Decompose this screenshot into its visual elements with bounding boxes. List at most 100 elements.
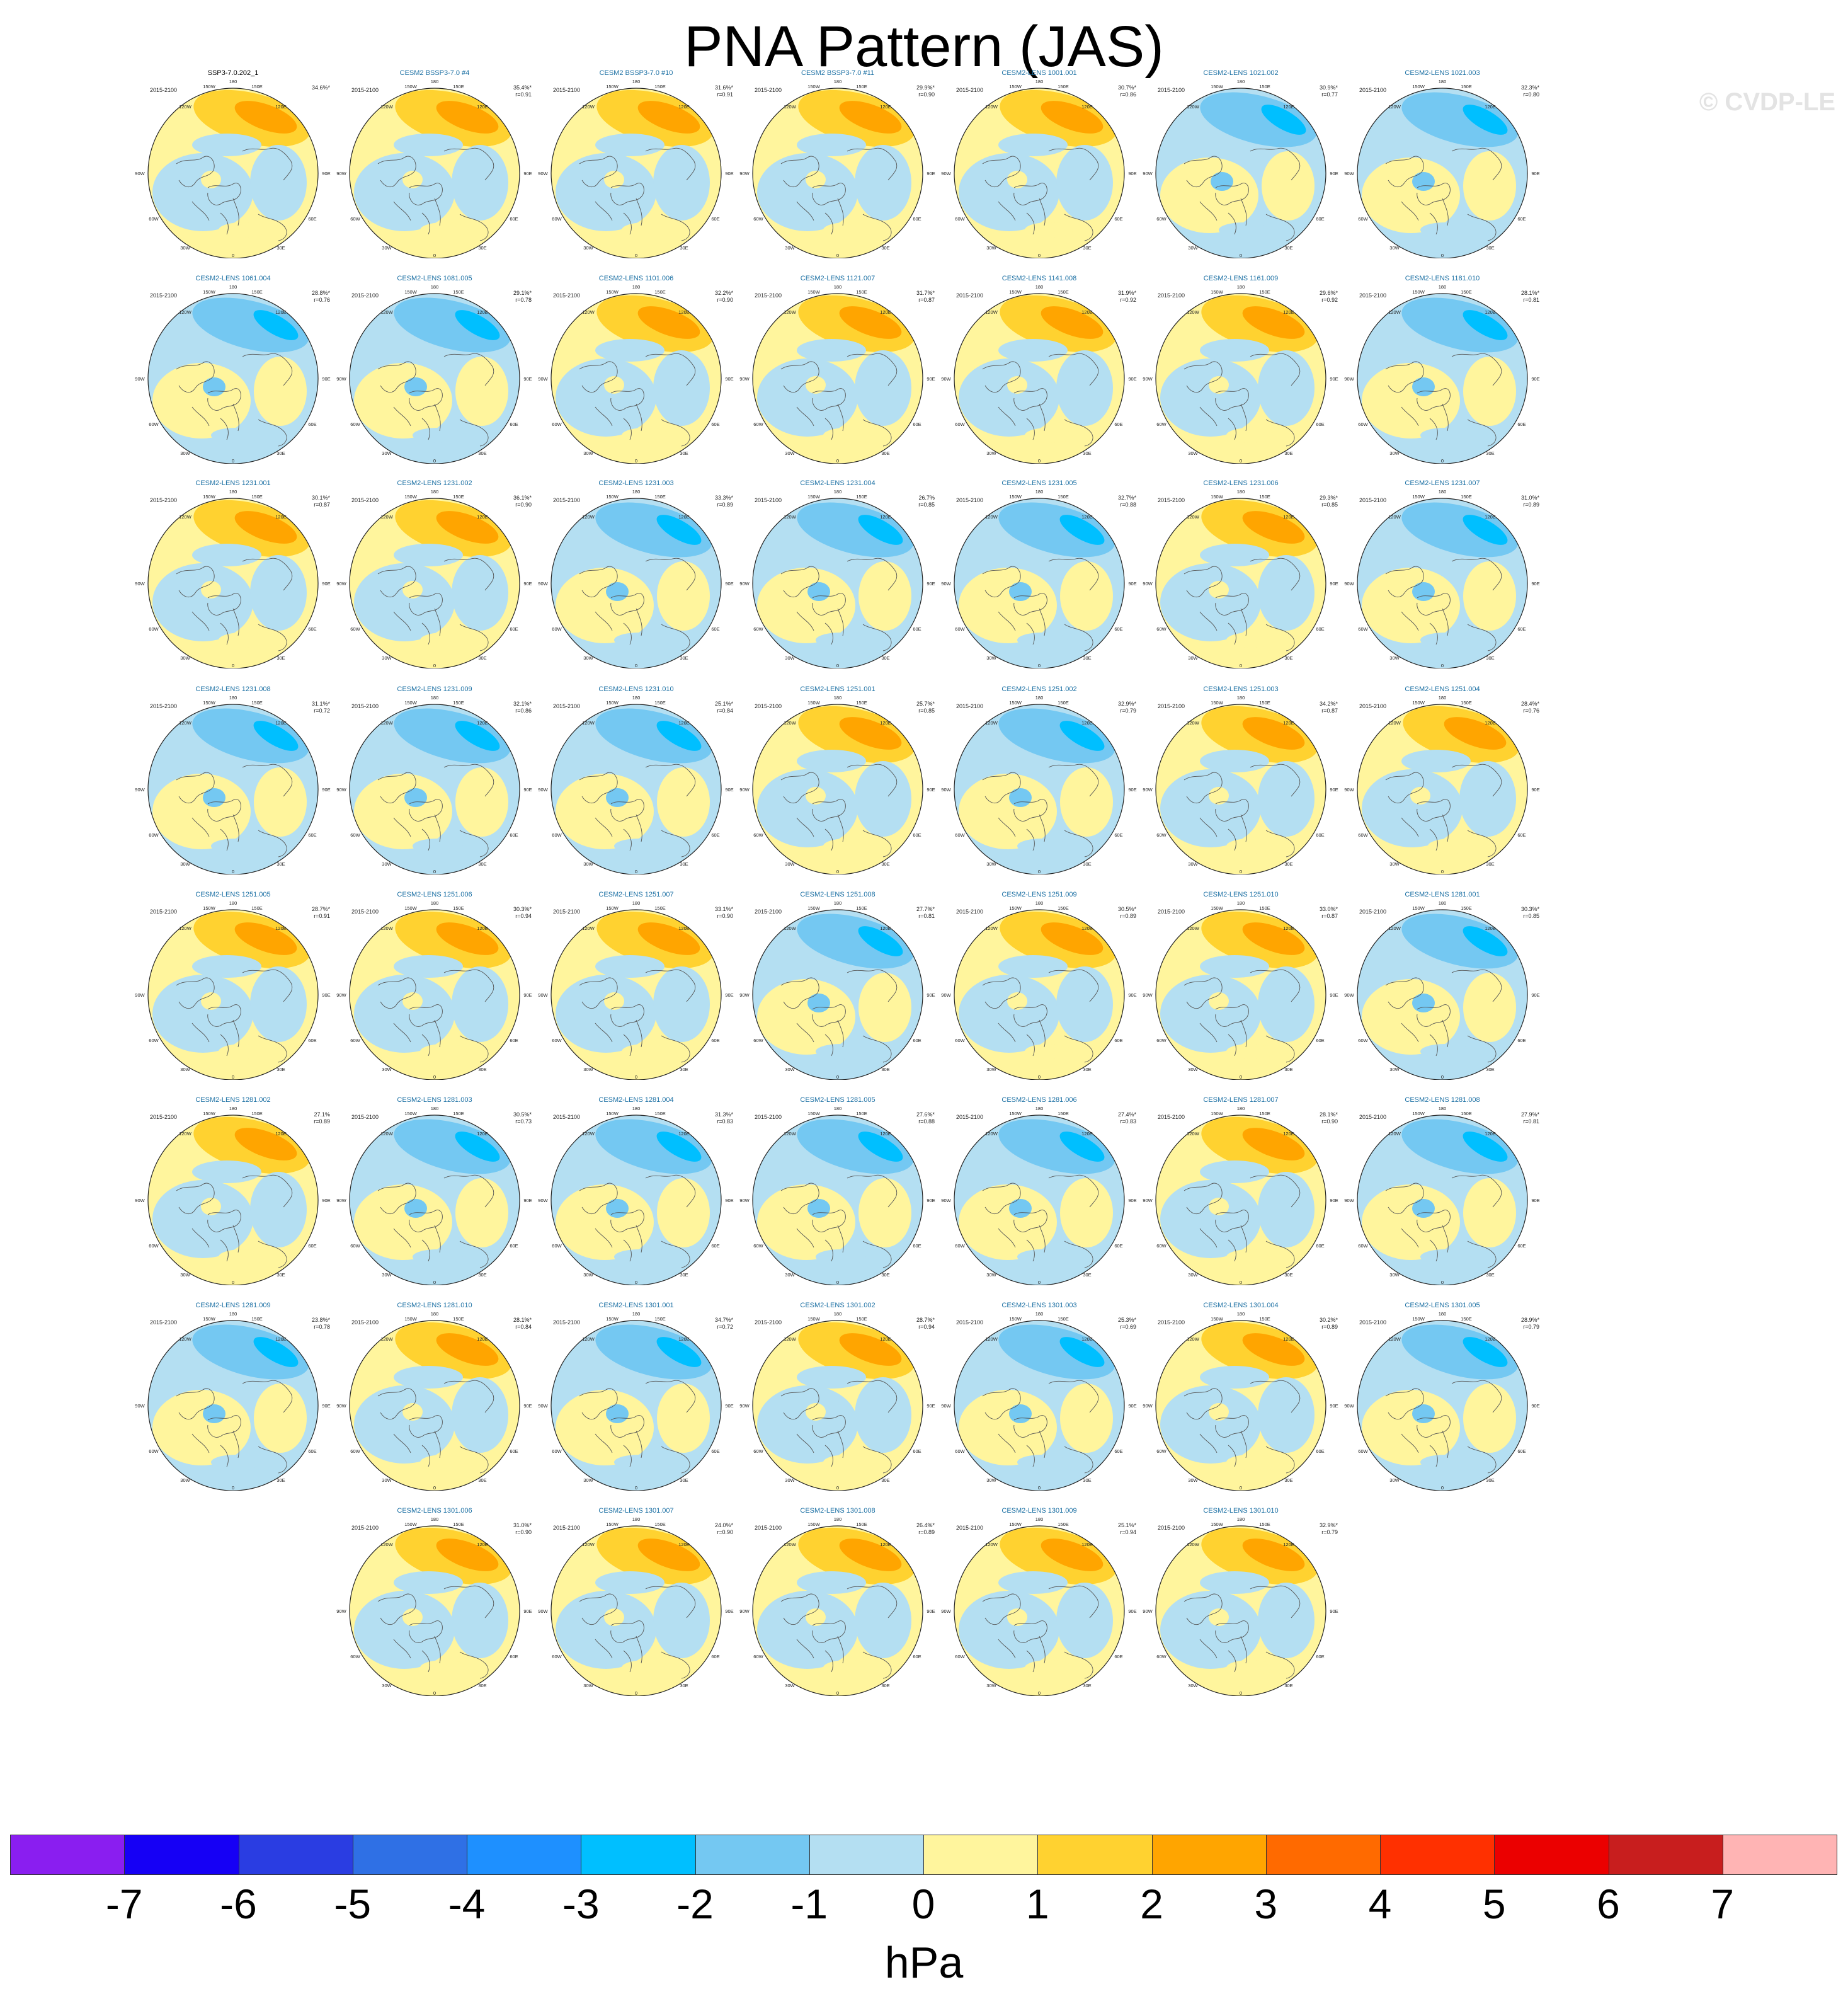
longitude-label: 30E [478,1067,486,1072]
longitude-label: 60W [552,216,562,222]
panel-period: 2015-2100 [150,1319,178,1326]
longitude-label: 150W [1211,905,1224,911]
anomaly-region [201,992,221,1010]
longitude-label: 30E [881,655,889,661]
anomaly-region [855,1377,911,1453]
polar-map: 180 150W 150E 120W 120E 90W 90E 60W 60E 30W 30E 0 [941,1516,1137,1696]
panel-variance-explained: 25.7%* [916,701,935,707]
map-panel: 180 150W 150E 120W 120E 90W 90E 60W 60E 30W 30E 0 CE… [1342,69,1543,258]
anomaly-region [1200,1366,1269,1389]
longitude-label: 60W [149,626,159,632]
longitude-label: 150E [654,700,666,706]
longitude-label: 120W [380,309,394,315]
anomaly-region [420,633,468,648]
panel-title: CESM2-LENS 1251.008 [800,891,876,898]
anomaly-region [250,1172,307,1247]
longitude-label: 120E [1485,925,1496,931]
panel-period: 2015-2100 [150,908,178,915]
longitude-label: 30E [1083,1477,1091,1483]
panel-title: CESM2-LENS 1301.002 [800,1302,876,1309]
map-panel: 180 150W 150E 120W 120E 90W 90E 60W 60E 30W 30E 0 CE… [1342,891,1543,1080]
longitude-label: 150W [1211,84,1224,89]
longitude-label: 90E [1531,1198,1539,1203]
anomaly-region [855,1583,911,1658]
anomaly-region [1261,105,1306,135]
panel-variance-explained: 28.8%* [311,290,330,296]
panel-pattern-correlation: r=0.85 [918,501,935,508]
longitude-label: 30W [382,1067,392,1072]
longitude-label: 150E [856,84,867,89]
longitude-label: 150W [203,84,216,89]
longitude-label: 90W [1143,581,1153,587]
anomaly-region [1463,926,1508,956]
longitude-label: 60W [552,626,562,632]
polar-map: 180 150W 150E 120W 120E 90W 90E 60W 60E 30W 30E 0 [538,695,734,874]
longitude-label: 60E [308,421,316,427]
longitude-label: 60W [1358,1448,1368,1454]
panel-pattern-correlation: r=0.83 [1120,1118,1136,1125]
panel-title: CESM2-LENS 1181.010 [1405,275,1480,282]
polar-map: 180 150W 150E 120W 120E 90W 90E 60W 60E 30W 30E 0 [538,1106,734,1285]
longitude-label: 30W [583,655,593,661]
longitude-label: 90W [739,1403,750,1409]
anomaly-region [1060,561,1113,631]
panel-variance-explained: 27.4%* [1117,1111,1136,1118]
longitude-label: 90W [1344,581,1354,587]
longitude-label: 120E [678,104,690,110]
anomaly-region [1007,992,1027,1010]
panel-title: CESM2-LENS 1101.006 [598,275,674,282]
anomaly-region [1041,306,1104,339]
colorbar [10,1835,1837,1875]
longitude-label: 90W [135,1198,145,1203]
longitude-label: 150E [1461,494,1472,500]
anomaly-region [1362,769,1463,847]
panel-variance-explained: 34.7%* [714,1317,733,1323]
longitude-label: 60W [350,216,360,222]
longitude-label: 60E [308,1038,316,1043]
longitude-label: 60E [1316,1654,1324,1659]
longitude-label: 180 [1439,489,1447,495]
colorbar-tick-label: 4 [1368,1881,1392,1927]
longitude-label: 120E [880,104,891,110]
longitude-label: 60E [510,832,518,838]
anomaly-region [614,1455,664,1470]
longitude-label: 90W [739,787,750,793]
longitude-label: 150W [807,84,821,89]
polar-map: 180 150W 150E 120W 120E 90W 90E 60W 60E 30W 30E 0 [135,79,331,258]
panel-period: 2015-2100 [755,497,782,503]
panel-title: CESM2-LENS 1281.009 [195,1302,271,1309]
longitude-label: 90E [725,992,733,998]
panel-variance-explained: 30.9%* [1319,84,1338,91]
colorbar-unit-label: hPa [884,1938,964,1987]
longitude-label: 120E [1081,309,1093,315]
anomaly-region [394,955,463,978]
map-panel: 180 150W 150E 120W 120E 90W 90E 60W 60E 30W 30E 0 CE… [737,275,938,464]
polar-map: 180 150W 150E 120W 120E 90W 90E 60W 60E 30W 30E 0 [1344,79,1540,258]
anomaly-region [816,1249,866,1264]
polar-map: 180 150W 150E 120W 120E 90W 90E 60W 60E 30W 30E 0 [739,1311,935,1491]
longitude-label: 60E [711,1654,719,1659]
anomaly-region [219,1044,266,1059]
anomaly-region [1007,376,1027,394]
longitude-label: 90E [1330,1608,1338,1614]
panel-title: CESM2-LENS 1281.005 [800,1096,876,1104]
longitude-label: 120W [179,720,192,726]
longitude-label: 150W [606,1316,619,1322]
longitude-label: 150E [1259,289,1270,295]
longitude-label: 60W [1156,626,1166,632]
anomaly-region [1242,1128,1305,1160]
longitude-label: 120W [985,514,998,520]
anomaly-region [455,1178,508,1247]
panel-pattern-correlation: r=0.94 [918,1324,935,1330]
longitude-label: 30E [1284,245,1292,251]
longitude-label: 60W [955,1654,965,1659]
anomaly-region [394,1366,463,1389]
anomaly-region [656,1337,702,1367]
longitude-label: 120W [784,1336,797,1342]
anomaly-region [556,975,656,1053]
longitude-label: 150W [807,1521,821,1527]
anomaly-region [637,306,700,339]
longitude-label: 30E [1486,1477,1494,1483]
longitude-label: 90E [1330,171,1338,176]
panel-period: 2015-2100 [1158,497,1185,503]
